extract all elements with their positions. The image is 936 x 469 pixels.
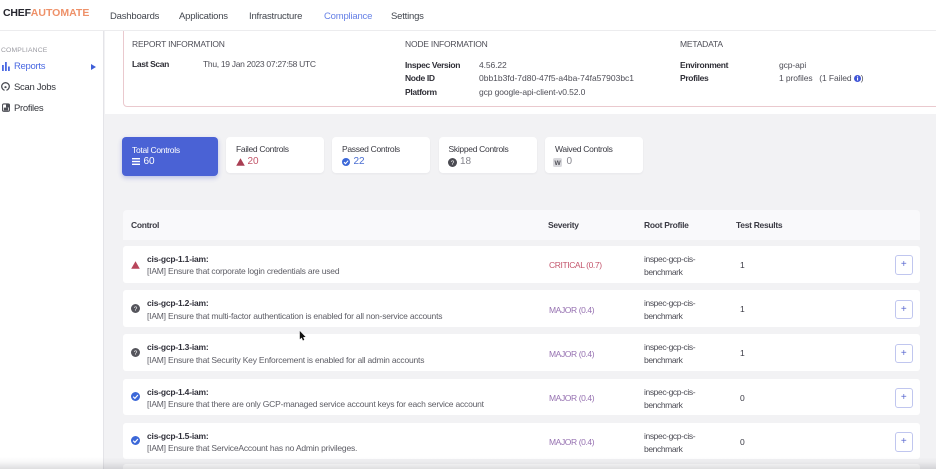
svg-text:W: W <box>554 160 561 167</box>
svg-text:?: ? <box>451 160 455 167</box>
svg-text:?: ? <box>134 350 138 357</box>
svg-text:?: ? <box>134 306 138 313</box>
